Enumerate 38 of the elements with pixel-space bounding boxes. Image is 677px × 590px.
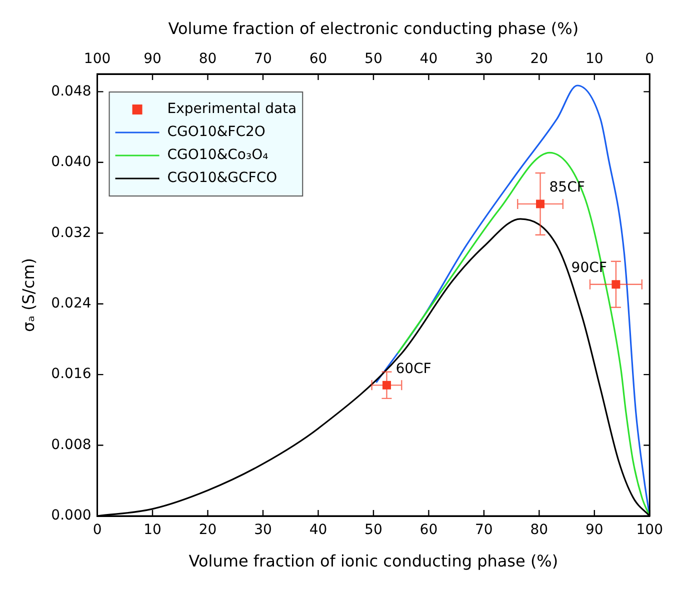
x-tick-label: 0 (92, 522, 102, 538)
x2-tick-label: 50 (364, 51, 382, 68)
x2-tick-label: 0 (645, 51, 654, 68)
y-tick-label: 0.024 (51, 295, 92, 312)
x-tick-label: 10 (144, 522, 162, 538)
annotation: 60CF (396, 360, 432, 377)
x2-tick-label: 20 (530, 51, 548, 68)
x-tick-label: 50 (364, 522, 382, 538)
x2-tick-label: 60 (309, 51, 328, 68)
legend-label: CGO10&GCFCO (167, 170, 278, 186)
legend-label: CGO10&Co₃O₄ (167, 147, 269, 164)
y-tick-label: 0.040 (51, 154, 92, 170)
x-tick-label: 100 (636, 522, 664, 538)
x2-tick-label: 10 (585, 51, 604, 68)
x2-axis-title: Volume fraction of electronic conducting phase (%) (168, 18, 579, 38)
x-tick-label: 30 (254, 522, 272, 538)
y-tick-label: 0.000 (51, 508, 92, 524)
x-axis-title: Volume fraction of ionic conducting phase (%) (188, 552, 558, 571)
x-tick-label: 60 (420, 522, 438, 538)
line-series (396, 152, 650, 516)
legend-label: CGO10&FC2O (167, 124, 266, 140)
x2-tick-label: 40 (420, 51, 438, 68)
x-tick-label: 80 (530, 522, 548, 538)
y-tick-label: 0.016 (51, 366, 92, 382)
y-tick-label: 0.048 (51, 83, 92, 100)
x2-tick-label: 70 (254, 51, 272, 68)
x-tick-label: 40 (309, 522, 328, 538)
x2-tick-label: 80 (198, 51, 217, 68)
x2-tick-label: 100 (84, 51, 111, 68)
x-tick-label: 70 (475, 522, 493, 538)
y-tick-label: 0.032 (51, 224, 92, 241)
y-tick-label: 0.008 (51, 436, 92, 453)
y-axis-title: σₐ (S/cm) (18, 258, 38, 332)
x-tick-label: 20 (198, 522, 217, 538)
legend-label: Experimental data (167, 101, 297, 118)
x-tick-label: 90 (585, 522, 604, 538)
x2-tick-label: 30 (475, 51, 493, 68)
x2-tick-label: 90 (144, 51, 162, 68)
